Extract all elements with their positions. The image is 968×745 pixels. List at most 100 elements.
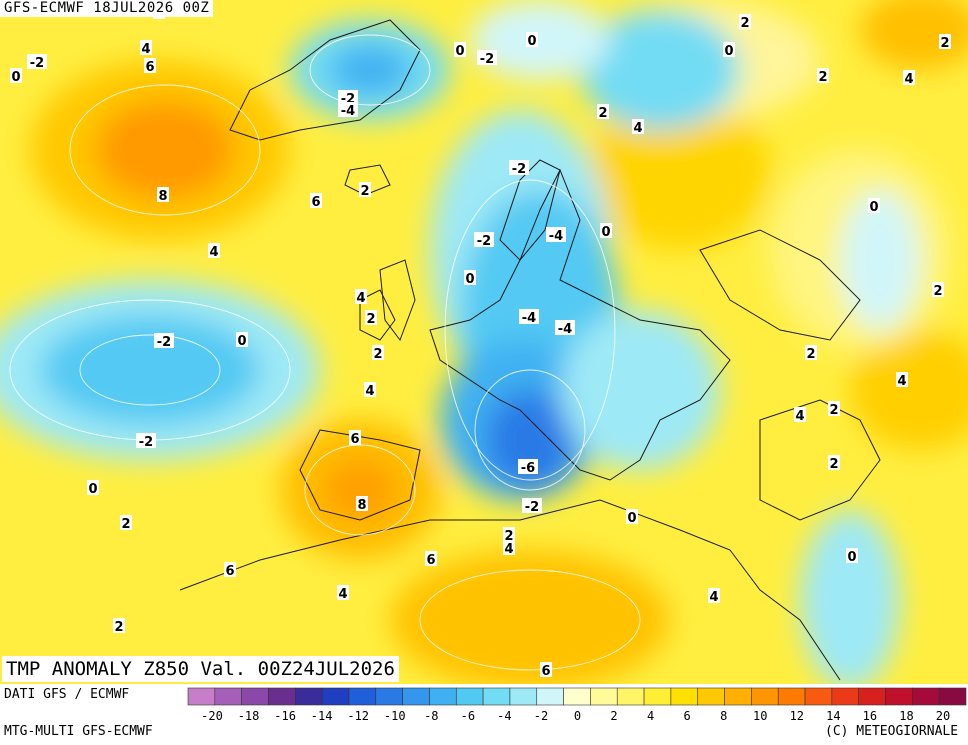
contour-label-text: 6 [145, 60, 154, 75]
contour-label: 4 [708, 588, 720, 605]
contour-label-text: 6 [225, 564, 234, 579]
color-scale-swatch [295, 687, 323, 706]
contour-label-bg [464, 270, 476, 285]
contour-label: 0 [846, 548, 858, 565]
contour-label-text: 6 [350, 432, 359, 447]
contour-label: 0 [723, 42, 735, 59]
anomaly-field [0, 0, 968, 684]
contour-label-bg [477, 50, 497, 65]
temperature-anomaly-map[interactable]: 22040-2-20642-4-28246-2022-40444-20022-4… [0, 0, 968, 684]
contour-label: 2 [939, 34, 951, 51]
footer-bar: DATI GFS / ECMWF MTG-MULTI GFS-ECMWF (C)… [0, 684, 968, 745]
color-scale-tick-label: 4 [647, 709, 654, 723]
contour-label: 4 [337, 585, 349, 602]
color-scale-swatch [509, 687, 538, 706]
contour-label-text: 0 [465, 272, 474, 287]
contour-label: 4 [794, 407, 806, 424]
color-scale-tick-label: -4 [497, 709, 511, 723]
contour-label-bg [140, 40, 152, 55]
contour-label-text: 2 [829, 457, 838, 472]
contour-label: 4 [896, 372, 908, 389]
contour-label: 4 [355, 289, 367, 306]
color-scale-tick-label: 14 [826, 709, 840, 723]
contour-label-text: 4 [904, 72, 913, 87]
contour-label-text: 0 [455, 44, 464, 59]
contour-label-text: -2 [157, 335, 171, 350]
color-scale-tick-label: -14 [311, 709, 333, 723]
color-scale-swatch [643, 687, 672, 706]
contour-label: 4 [632, 119, 644, 136]
contour-label-bg [546, 227, 566, 242]
color-scale-swatch [429, 687, 457, 706]
color-scale-swatch [536, 687, 564, 706]
contour-label: -4 [519, 309, 539, 326]
contour-label: 6 [224, 562, 236, 579]
contour-label: 6 [425, 551, 437, 568]
color-scale-swatch [670, 687, 699, 706]
color-scale-swatch [858, 687, 886, 706]
contour-label-text: 2 [504, 529, 513, 544]
contour-label-bg [509, 160, 529, 175]
contour-label-bg [540, 662, 552, 677]
contour-label-bg [896, 372, 908, 387]
contour-label-text: 2 [940, 36, 949, 51]
color-scale-tick-label: -16 [274, 709, 296, 723]
contour-label: 2 [503, 527, 515, 544]
contour-label-text: 2 [740, 16, 749, 31]
color-scale-swatch [348, 687, 377, 706]
contour-label-bg [600, 223, 612, 238]
contour-label: 2 [359, 182, 371, 199]
contour-label: -4 [338, 102, 358, 119]
contour-label-bg [338, 90, 358, 105]
color-scale-tick-label: -12 [347, 709, 369, 723]
color-scale-swatch [697, 687, 725, 706]
contour-label-bg [526, 32, 538, 47]
contour-label: -2 [154, 333, 174, 350]
contour-label-text: 2 [806, 347, 815, 362]
color-scale-swatch [912, 687, 940, 706]
contour-label-bg [136, 433, 156, 448]
contour-label-text: 4 [633, 121, 642, 136]
contour-label-bg [518, 459, 538, 474]
contour-label-bg [10, 68, 22, 83]
contour-label: 0 [626, 509, 638, 526]
color-scale-tick-label: 0 [574, 709, 581, 723]
contour-label: 2 [113, 618, 125, 635]
color-scale-tick-label: 18 [899, 709, 913, 723]
contour-label-bg [310, 193, 322, 208]
contour-label: 2 [372, 345, 384, 362]
contour-label: -4 [555, 320, 575, 337]
contour-label-bg [27, 54, 47, 69]
contour-label-text: 2 [818, 70, 827, 85]
model-name-label: MTG-MULTI GFS-ECMWF [4, 724, 153, 739]
data-source-label: DATI GFS / ECMWF [4, 687, 130, 702]
contour-label-text: 2 [366, 312, 375, 327]
contour-label-text: 4 [365, 384, 374, 399]
coastlines [179, 19, 881, 681]
contour-label: 4 [208, 243, 220, 260]
color-scale-swatch [482, 687, 511, 706]
contour-label-text: 0 [237, 334, 246, 349]
contour-label-bg [846, 548, 858, 563]
contour-label: 0 [868, 198, 880, 215]
contour-label: 2 [805, 345, 817, 362]
contour-label-text: 4 [141, 42, 150, 57]
contour-label-text: 0 [869, 200, 878, 215]
contour-label-text: -4 [341, 104, 355, 119]
contour-label: 2 [597, 104, 609, 121]
contour-label-bg [87, 480, 99, 495]
color-scale-tick-label: 20 [936, 709, 950, 723]
contour-label: -2 [27, 54, 47, 71]
contour-label: 0 [87, 480, 99, 497]
contour-label-text: -4 [522, 311, 536, 326]
contour-label-bg [355, 289, 367, 304]
contour-label-bg [828, 401, 840, 416]
contour-label-bg [519, 309, 539, 324]
map-title: TMP ANOMALY Z850 Val. 00Z24JUL2026 [2, 656, 399, 682]
copyright-label: (C) METEOGIORNALE [825, 724, 959, 739]
contour-label-text: 0 [88, 482, 97, 497]
contour-label-text: 2 [598, 106, 607, 121]
contour-label-text: 8 [357, 498, 366, 513]
contour-label-bg [144, 58, 156, 73]
contour-label-text: -2 [480, 52, 494, 67]
